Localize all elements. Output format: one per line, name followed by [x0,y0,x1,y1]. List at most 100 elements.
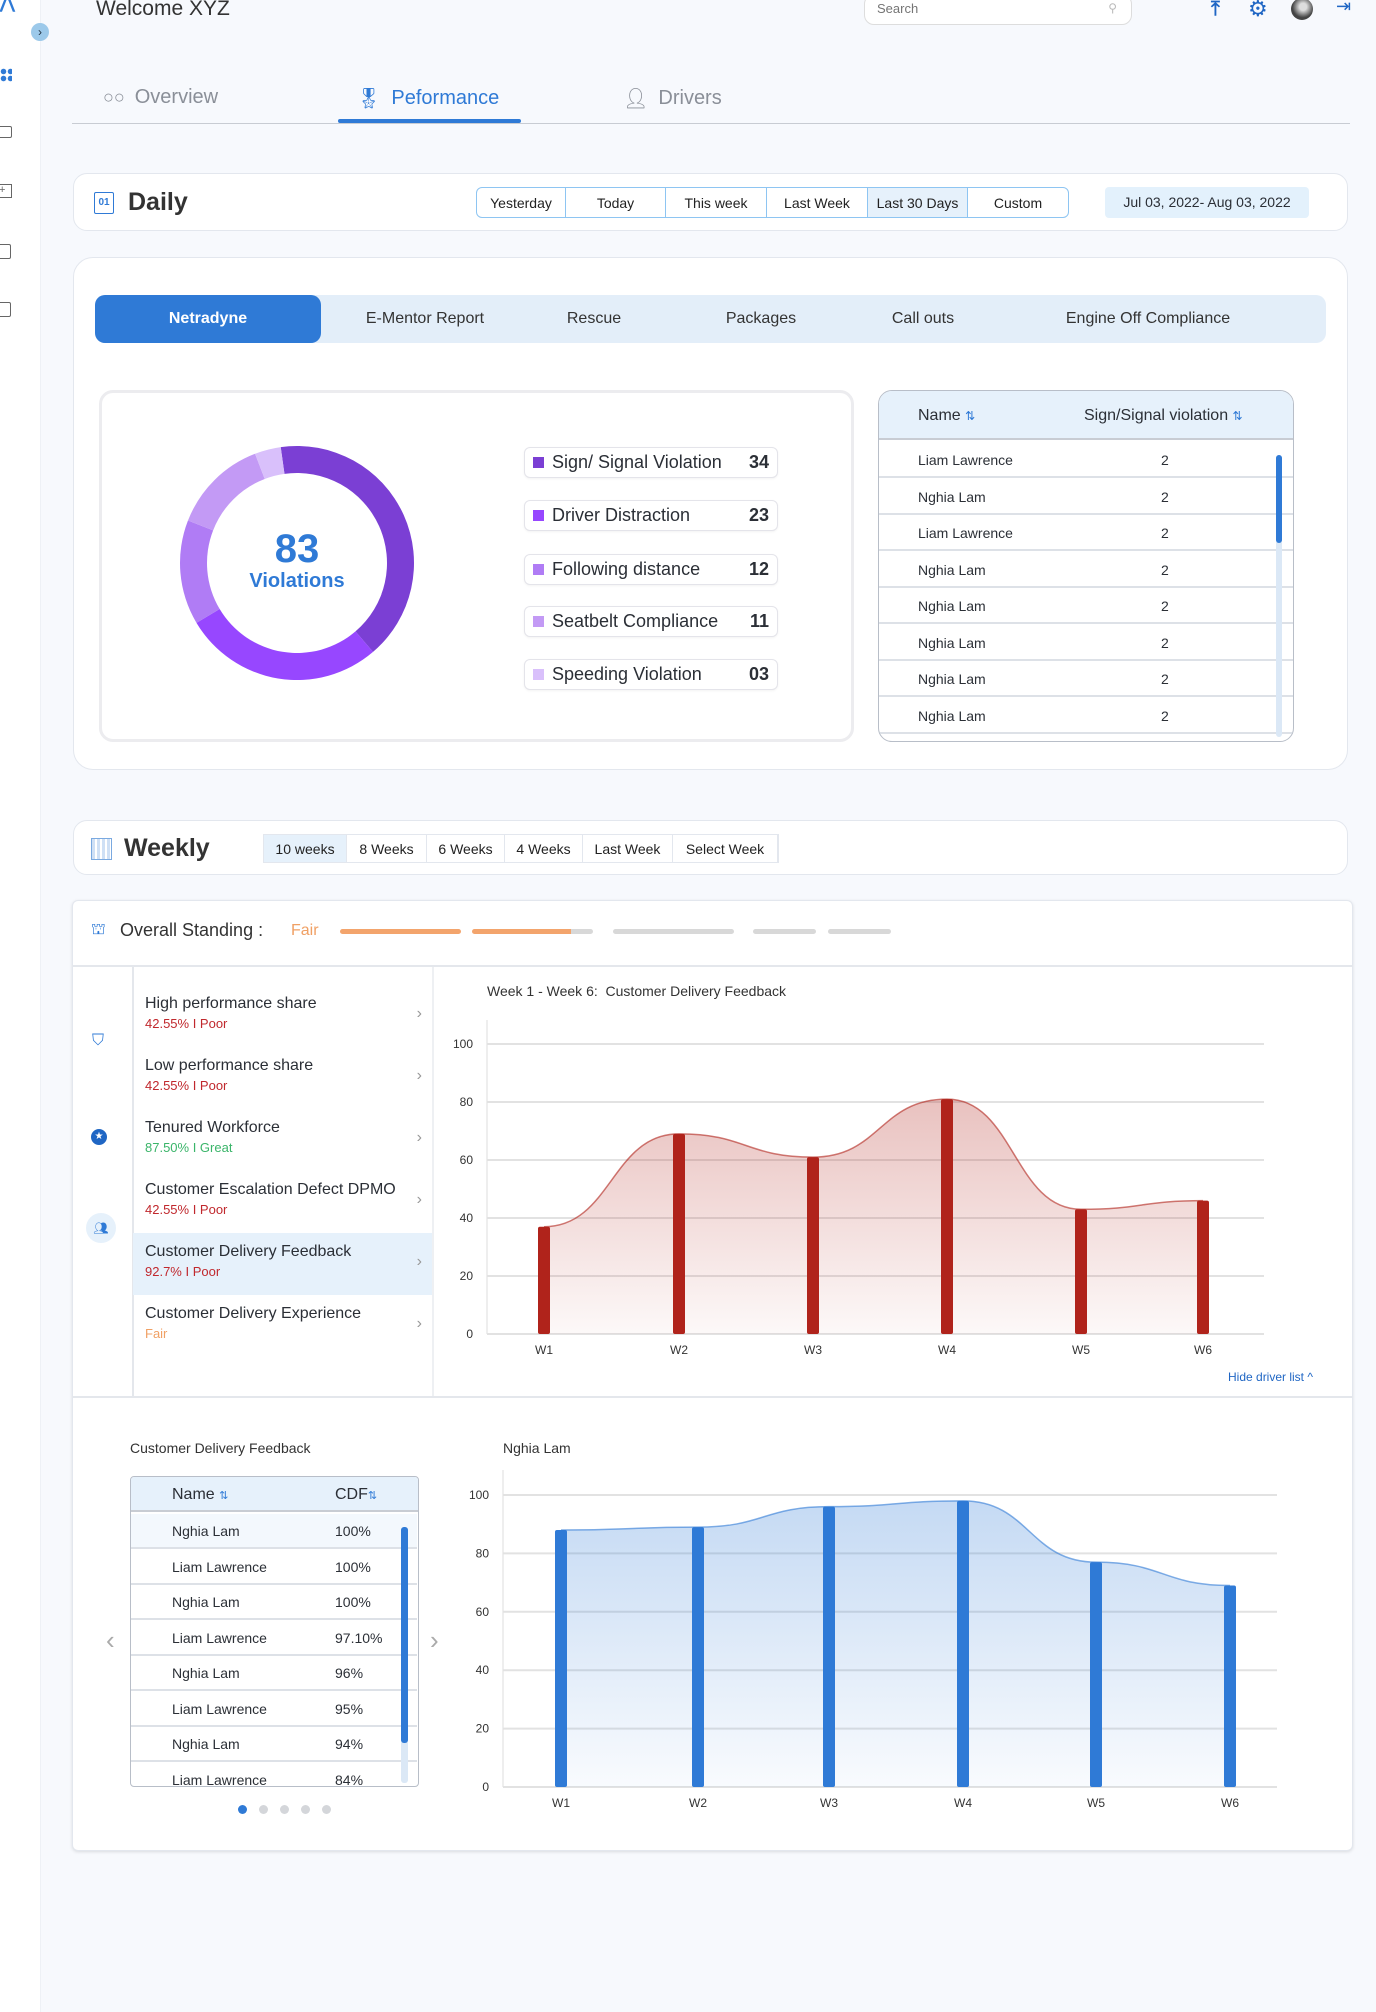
search-box[interactable]: ⚲ [864,0,1132,25]
range-today[interactable]: Today [566,188,666,217]
sort-icon[interactable]: ⇅ [219,1490,229,1502]
bar[interactable] [1090,1562,1102,1787]
metric-item[interactable]: Customer Delivery Experience Fair › [145,1305,422,1341]
tab-drivers[interactable]: 👤︎ Drivers [623,87,722,110]
sidebar-expand-button[interactable]: › [31,23,49,41]
table-row[interactable]: Nghia Lam 2 [879,479,1293,515]
range-last-30-days[interactable]: Last 30 Days [868,188,968,217]
bar[interactable] [555,1530,567,1787]
metric-item[interactable]: Customer Escalation Defect DPMO 42.55% I … [145,1181,422,1217]
shield-icon[interactable]: ⛉ [92,1032,105,1049]
table-row[interactable]: Liam Lawrence 2 [879,442,1293,478]
table-row[interactable]: Nghia Lam 2 [879,552,1293,588]
report-tab-call-outs[interactable]: Call outs [891,310,955,327]
y-tick-label: 0 [466,1327,473,1341]
report-tab-ementor[interactable]: E-Mentor Report [365,310,485,327]
range-4-weeks[interactable]: 4 Weeks [505,835,583,862]
column-name[interactable]: Name ⇅ [172,1486,229,1503]
driver-name: Nghia Lam [918,488,986,505]
bar[interactable] [941,1099,953,1334]
metric-item[interactable]: Tenured Workforce 87.50% I Great › [145,1119,422,1155]
x-tick-label: W3 [820,1796,838,1810]
sort-icon[interactable]: ⇅ [965,409,976,423]
metric-item[interactable]: High performance share 42.55% I Poor › [145,995,422,1031]
range-8-weeks[interactable]: 8 Weeks [347,835,427,862]
table-row[interactable]: Nghia Lam 100% [131,1585,417,1620]
hide-driver-list-link[interactable]: Hide driver list ^ [1228,1370,1313,1384]
column-cdf[interactable]: CDF⇅ [335,1486,378,1503]
report-tab-netradyne[interactable]: Netradyne [95,295,321,343]
report-tab-rescue[interactable]: Rescue [566,310,622,327]
avatar[interactable] [1291,0,1313,20]
prev-page-button[interactable]: ‹ [106,1625,115,1655]
search-input[interactable] [877,1,1077,16]
date-range-display[interactable]: Jul 03, 2022- Aug 03, 2022 [1105,187,1309,218]
sidebar-item-dashboard[interactable] [0,68,12,82]
scrollbar-thumb[interactable] [1276,455,1282,543]
table-row[interactable]: Liam Lawrence 84% [131,1763,417,1787]
metric-item[interactable]: Low performance share 42.55% I Poor › [145,1057,422,1093]
search-icon: ⚲ [1108,1,1117,15]
glasses-icon: ○○ [103,87,125,107]
column-name[interactable]: Name ⇅ [918,407,976,424]
page-dot[interactable] [259,1805,268,1814]
page-dot[interactable] [322,1805,331,1814]
range-yesterday[interactable]: Yesterday [477,188,566,217]
logout-icon[interactable]: ⇥ [1336,0,1352,16]
range-select-week[interactable]: Select Week [673,835,778,862]
sidebar-item-grid[interactable] [0,244,11,259]
sort-icon[interactable]: ⇅ [367,1490,378,1502]
range-6-weeks[interactable]: 6 Weeks [427,835,505,862]
people-icon[interactable]: 👥︎ [86,1213,116,1243]
table-row[interactable]: Liam Lawrence 100% [131,1550,417,1585]
legend-swatch [533,457,544,468]
bar[interactable] [692,1527,704,1787]
tab-overview[interactable]: ○○ Overview [103,86,219,108]
bar[interactable] [957,1500,969,1787]
gear-icon[interactable]: ⚙ [1248,0,1268,21]
table-row[interactable]: Nghia Lam 2 [879,698,1293,734]
metric-item[interactable]: Customer Delivery Feedback 92.7% I Poor › [133,1233,432,1295]
scrollbar-thumb[interactable] [401,1527,408,1743]
chart2-title: Nghia Lam [503,1440,571,1456]
range-this-week[interactable]: This week [666,188,767,217]
report-tab-packages[interactable]: Packages [725,310,797,327]
range-last-week[interactable]: Last Week [583,835,673,862]
violations-total: 83 [274,527,320,571]
table-row[interactable]: Nghia Lam 100% [131,1514,417,1549]
scrollbar-track[interactable] [1276,455,1282,737]
table-row[interactable]: Nghia Lam 2 [879,661,1293,697]
bar[interactable] [807,1157,819,1334]
tab-performance[interactable]: 🎖︎ Peformance [356,87,500,110]
bar[interactable] [538,1226,550,1334]
sort-icon[interactable]: ⇅ [1232,409,1243,423]
table-row[interactable]: Nghia Lam 2 [879,625,1293,661]
sidebar-item-clipboard[interactable] [0,302,11,317]
bar[interactable] [673,1133,685,1334]
table-row[interactable]: Liam Lawrence 97.10% [131,1621,417,1656]
range-custom[interactable]: Custom [993,194,1043,211]
table-row[interactable]: Liam Lawrence 2 [879,515,1293,551]
table-row[interactable]: Nghia Lam 96% [131,1656,417,1691]
bar[interactable] [1075,1209,1087,1334]
x-tick-label: W3 [804,1343,822,1357]
column-sign-violation[interactable]: Sign/Signal violation ⇅ [1084,407,1243,424]
sidebar-item-reports[interactable] [0,126,12,138]
sidebar-item-add[interactable]: + [0,184,12,198]
bar[interactable] [1197,1200,1209,1334]
bar[interactable] [823,1506,835,1787]
upload-icon[interactable]: ⤒ [1211,0,1220,20]
range-10-weeks[interactable]: 10 weeks [264,835,347,862]
page-dot[interactable] [238,1805,247,1814]
star-badge-icon[interactable]: ★ [91,1129,107,1145]
page-dot[interactable] [301,1805,310,1814]
page-dot[interactable] [280,1805,289,1814]
range-last-week[interactable]: Last Week [767,188,868,217]
table-row[interactable]: Liam Lawrence 95% [131,1692,417,1727]
bar[interactable] [1224,1585,1236,1787]
next-page-button[interactable]: › [430,1625,439,1655]
table-row[interactable]: Nghia Lam 94% [131,1727,417,1762]
x-tick-label: W1 [552,1796,570,1810]
table-row[interactable]: Nghia Lam 2 [879,588,1293,624]
report-tab-engine-off[interactable]: Engine Off Compliance [1065,310,1231,327]
